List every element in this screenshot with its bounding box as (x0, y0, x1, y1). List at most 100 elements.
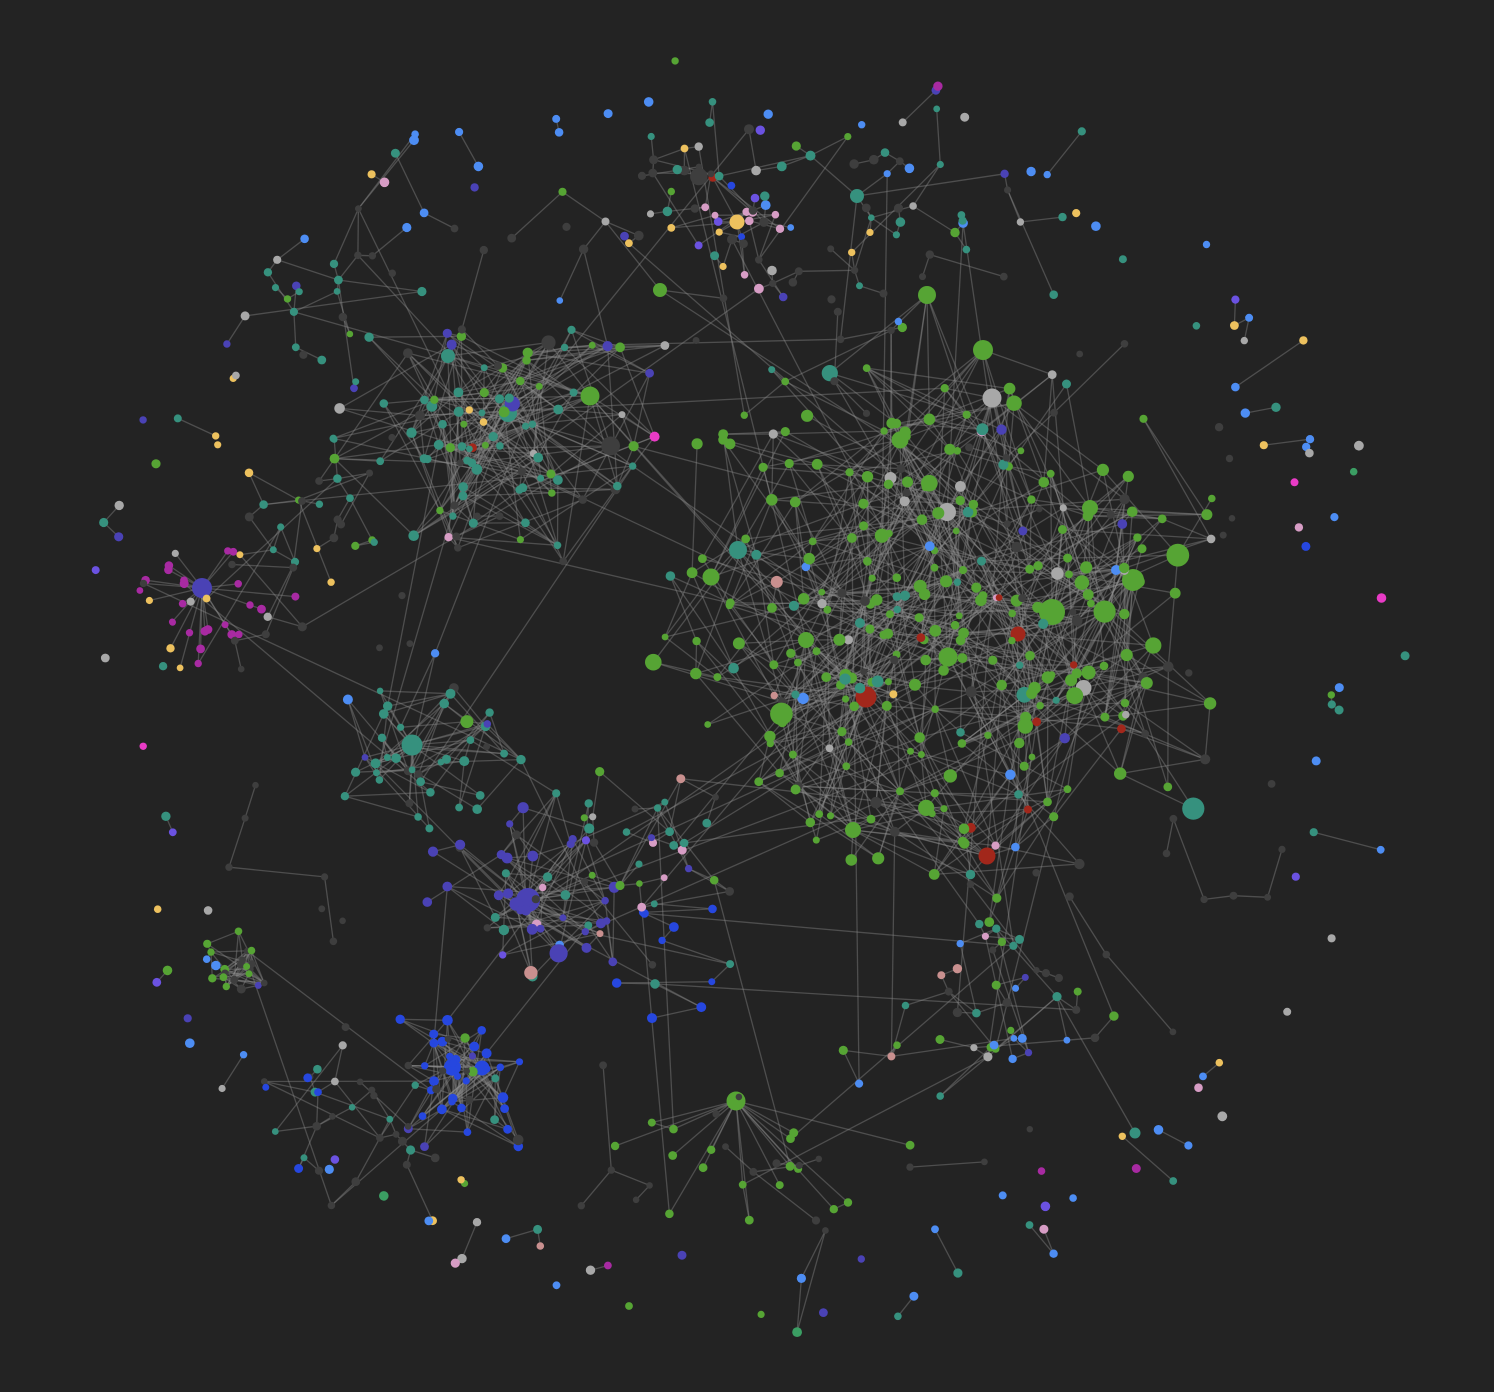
graph-node[interactable] (224, 547, 232, 555)
graph-node[interactable] (503, 1124, 512, 1134)
graph-node[interactable] (1123, 576, 1131, 584)
graph-node[interactable] (845, 854, 858, 866)
graph-node[interactable] (420, 1142, 429, 1151)
graph-node[interactable] (645, 653, 662, 671)
graph-node[interactable] (493, 890, 504, 901)
graph-node[interactable] (919, 273, 926, 281)
graph-node[interactable] (367, 170, 376, 179)
graph-node[interactable] (408, 530, 420, 541)
graph-node[interactable] (522, 356, 531, 365)
graph-node[interactable] (327, 1201, 336, 1210)
graph-node[interactable] (512, 830, 521, 840)
graph-node[interactable] (1157, 514, 1167, 524)
graph-node[interactable] (542, 872, 553, 882)
graph-node[interactable] (694, 142, 703, 151)
graph-node[interactable] (973, 340, 993, 360)
graph-node[interactable] (1016, 661, 1024, 669)
graph-node[interactable] (759, 217, 769, 227)
graph-node[interactable] (1059, 733, 1071, 744)
graph-node[interactable] (494, 394, 505, 404)
graph-node[interactable] (379, 177, 390, 188)
graph-node[interactable] (1018, 594, 1027, 603)
graph-node[interactable] (613, 481, 622, 491)
graph-node[interactable] (425, 824, 434, 833)
graph-node[interactable] (763, 109, 773, 119)
graph-node[interactable] (944, 443, 956, 455)
graph-node[interactable] (636, 880, 643, 887)
graph-node[interactable] (1294, 523, 1304, 532)
graph-node[interactable] (1036, 701, 1044, 710)
graph-node[interactable] (437, 1104, 447, 1115)
graph-node[interactable] (588, 871, 596, 879)
graph-node[interactable] (936, 160, 944, 169)
graph-node[interactable] (667, 187, 675, 196)
graph-node[interactable] (909, 1291, 919, 1301)
graph-node[interactable] (1059, 504, 1067, 512)
graph-node[interactable] (346, 494, 354, 502)
graph-node[interactable] (726, 1091, 746, 1111)
graph-node[interactable] (312, 1121, 322, 1131)
graph-node[interactable] (1008, 1054, 1017, 1064)
graph-node[interactable] (234, 580, 242, 588)
graph-node[interactable] (848, 248, 856, 257)
graph-node[interactable] (775, 224, 785, 233)
graph-node[interactable] (245, 970, 253, 978)
graph-node[interactable] (938, 665, 949, 676)
graph-node[interactable] (1073, 987, 1082, 996)
graph-node[interactable] (1009, 941, 1018, 950)
graph-node[interactable] (770, 575, 783, 588)
graph-node[interactable] (694, 241, 703, 250)
graph-node[interactable] (497, 1092, 509, 1103)
graph-node[interactable] (456, 331, 467, 341)
graph-node[interactable] (404, 1123, 412, 1130)
graph-node[interactable] (495, 512, 504, 520)
graph-node[interactable] (1026, 166, 1036, 177)
graph-node[interactable] (1192, 322, 1201, 330)
graph-node[interactable] (771, 210, 780, 219)
graph-node[interactable] (785, 1161, 795, 1171)
graph-node[interactable] (931, 705, 939, 713)
graph-node[interactable] (391, 753, 401, 763)
graph-node[interactable] (1214, 423, 1224, 432)
graph-node[interactable] (702, 568, 720, 586)
graph-node[interactable] (957, 739, 967, 748)
graph-node[interactable] (269, 546, 277, 554)
graph-node[interactable] (327, 578, 335, 586)
graph-node[interactable] (368, 252, 377, 260)
graph-node[interactable] (768, 366, 776, 374)
graph-node[interactable] (660, 341, 670, 350)
graph-node[interactable] (744, 124, 754, 135)
graph-node[interactable] (468, 518, 478, 528)
graph-node[interactable] (775, 1181, 784, 1190)
graph-node[interactable] (330, 436, 338, 443)
graph-node[interactable] (329, 937, 338, 946)
graph-node[interactable] (528, 420, 537, 428)
graph-node[interactable] (933, 105, 941, 113)
graph-node[interactable] (354, 251, 362, 260)
graph-node[interactable] (889, 826, 900, 837)
graph-node[interactable] (488, 431, 498, 442)
graph-node[interactable] (760, 200, 771, 211)
graph-node[interactable] (965, 443, 974, 452)
graph-node[interactable] (856, 282, 863, 290)
graph-node[interactable] (169, 618, 177, 626)
graph-node[interactable] (769, 660, 779, 670)
graph-node[interactable] (1129, 1127, 1141, 1139)
graph-node[interactable] (960, 112, 970, 122)
graph-node[interactable] (152, 977, 162, 987)
graph-node[interactable] (827, 245, 835, 253)
graph-node[interactable] (1118, 1132, 1127, 1141)
graph-node[interactable] (355, 205, 362, 213)
graph-node[interactable] (1169, 1028, 1177, 1036)
graph-node[interactable] (854, 618, 865, 628)
graph-node[interactable] (996, 679, 1007, 691)
graph-node[interactable] (937, 971, 946, 980)
graph-node[interactable] (430, 1153, 440, 1163)
graph-node[interactable] (780, 427, 790, 437)
graph-node[interactable] (811, 458, 823, 470)
graph-node[interactable] (411, 1081, 419, 1089)
graph-node[interactable] (992, 893, 1002, 903)
graph-node[interactable] (871, 675, 884, 688)
graph-node[interactable] (457, 442, 467, 451)
graph-node[interactable] (1077, 127, 1086, 136)
